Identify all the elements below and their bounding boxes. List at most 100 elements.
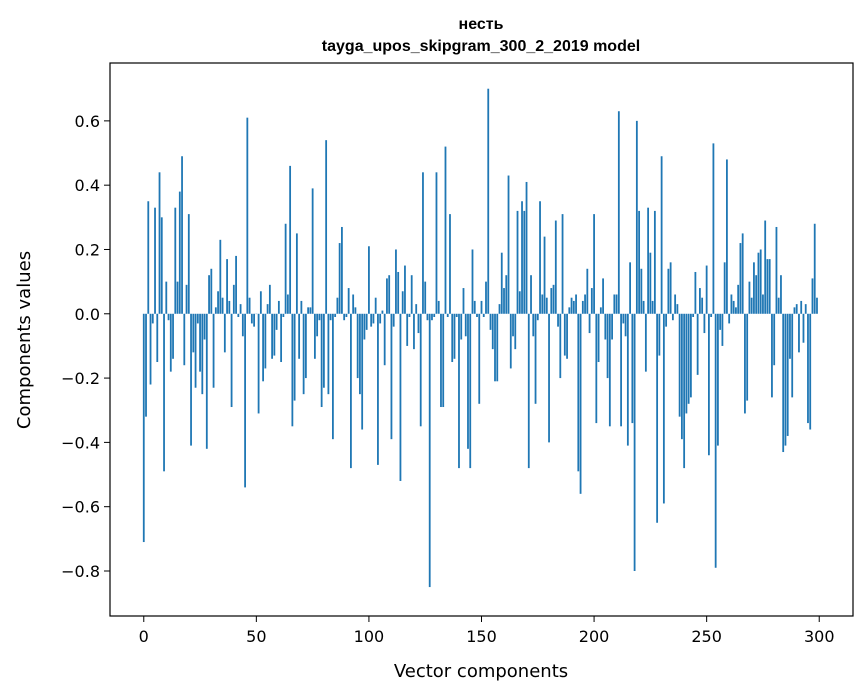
bar-264 [737, 284, 740, 314]
bar-98 [363, 313, 366, 340]
bar-201 [595, 313, 598, 424]
bar-103 [374, 297, 377, 314]
bar-142 [462, 288, 465, 314]
bar-212 [620, 313, 622, 427]
bar-241 [685, 313, 688, 414]
bar-80 [322, 313, 325, 388]
bar-7 [158, 172, 161, 314]
bar-42 [237, 313, 240, 317]
bar-175 [536, 313, 539, 321]
bar-131 [437, 300, 440, 314]
bar-82 [327, 313, 330, 395]
bar-37 [226, 259, 228, 314]
bar-95 [356, 313, 359, 379]
bar-250 [705, 265, 708, 314]
bar-218 [633, 313, 636, 571]
bar-73 [307, 307, 310, 314]
bar-99 [365, 313, 368, 330]
bar-107 [383, 313, 386, 366]
bar-285 [784, 313, 787, 446]
bar-54 [264, 313, 267, 369]
bar-128 [431, 313, 433, 321]
bar-278 [768, 259, 771, 314]
bar-67 [293, 313, 296, 401]
bar-109 [388, 275, 391, 314]
bar-94 [354, 307, 357, 314]
bar-160 [503, 288, 505, 314]
bar-119 [410, 275, 413, 314]
bar-58 [273, 313, 276, 356]
bar-40 [232, 284, 235, 314]
bar-193 [577, 313, 580, 472]
bar-208 [611, 313, 613, 340]
bar-200 [593, 214, 595, 314]
bar-280 [773, 313, 776, 366]
bar-55 [266, 304, 269, 314]
bar-8 [160, 217, 163, 314]
bar-289 [793, 307, 796, 314]
bar-165 [514, 313, 517, 350]
bar-57 [271, 313, 274, 359]
bar-4 [151, 313, 154, 324]
bar-0 [142, 313, 145, 543]
bar-209 [613, 294, 616, 314]
bar-228 [656, 313, 659, 523]
bar-266 [741, 233, 744, 314]
bar-139 [455, 313, 458, 317]
bar-61 [280, 313, 283, 363]
bar-163 [509, 313, 512, 369]
x-tick-label-0: 0 [139, 627, 149, 646]
bar-28 [205, 313, 208, 449]
bar-227 [653, 210, 656, 314]
bar-222 [642, 300, 645, 314]
bar-214 [624, 313, 627, 337]
bar-76 [313, 313, 316, 359]
bar-186 [561, 214, 564, 314]
bar-36 [223, 313, 226, 353]
bar-277 [766, 259, 769, 314]
bar-48 [250, 313, 253, 324]
bar-169 [523, 210, 526, 314]
bar-22 [192, 313, 195, 353]
bar-10 [165, 281, 168, 314]
bar-11 [167, 313, 170, 321]
bar-132 [440, 313, 442, 408]
bar-270 [750, 297, 753, 314]
bar-20 [187, 214, 190, 314]
bar-88 [341, 226, 343, 314]
bar-172 [530, 275, 532, 314]
bar-14 [174, 207, 177, 314]
bar-259 [726, 159, 728, 314]
bar-199 [590, 288, 593, 314]
bar-39 [230, 313, 233, 408]
bar-68 [295, 233, 298, 314]
bar-127 [428, 313, 431, 588]
bar-46 [246, 117, 249, 314]
bar-251 [708, 313, 710, 456]
x-tick-label-5: 250 [691, 627, 722, 646]
bar-122 [417, 313, 420, 334]
bar-16 [178, 191, 181, 314]
bar-86 [336, 297, 339, 314]
bar-159 [500, 252, 503, 314]
bar-211 [617, 111, 620, 314]
bar-111 [392, 313, 395, 327]
bar-83 [329, 313, 332, 321]
bar-205 [604, 313, 607, 340]
bar-90 [345, 313, 348, 317]
bar-291 [798, 313, 800, 353]
bar-35 [221, 297, 224, 314]
bar-121 [415, 304, 418, 314]
bar-176 [539, 201, 541, 314]
bar-166 [516, 210, 519, 314]
bar-183 [554, 220, 557, 314]
bar-249 [703, 313, 706, 334]
bar-56 [268, 284, 271, 314]
bar-275 [762, 294, 764, 314]
bar-240 [683, 313, 686, 469]
bar-156 [494, 313, 496, 382]
bar-71 [302, 313, 305, 395]
bar-81 [325, 140, 328, 314]
bar-51 [257, 313, 260, 414]
